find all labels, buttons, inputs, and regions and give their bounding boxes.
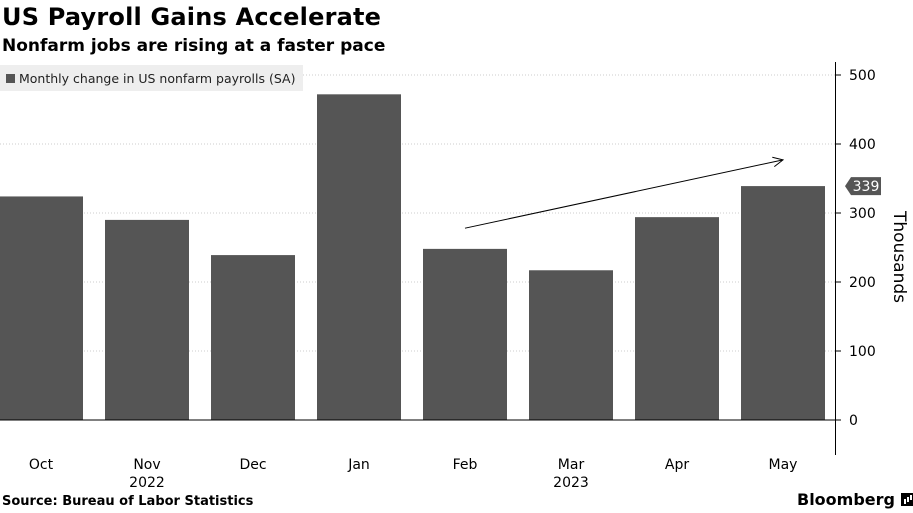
legend-swatch bbox=[6, 73, 15, 83]
x-tick-label: Feb bbox=[453, 457, 478, 473]
bar-mar bbox=[529, 270, 613, 420]
x-tick-label: May bbox=[769, 457, 798, 473]
x-tick-label: Nov bbox=[133, 457, 160, 473]
y-tick-label: 200 bbox=[849, 275, 876, 291]
source-note: Source: Bureau of Labor Statistics bbox=[2, 494, 254, 509]
x-tick-label: Dec bbox=[239, 457, 266, 473]
x-tick-label: Apr bbox=[665, 457, 689, 473]
x-tick-label: Oct bbox=[29, 457, 54, 473]
value-callout bbox=[845, 177, 881, 196]
bar-dec bbox=[211, 255, 295, 420]
y-tick-label: 500 bbox=[849, 68, 876, 84]
brand-name: Bloomberg bbox=[797, 490, 895, 509]
x-tick-label: Mar bbox=[558, 457, 585, 473]
bar-feb bbox=[423, 248, 507, 420]
chart-title: US Payroll Gains Accelerate bbox=[2, 3, 382, 31]
value-callout-label: 339 bbox=[853, 179, 880, 195]
legend: Monthly change in US nonfarm payrolls (S… bbox=[0, 65, 304, 91]
bar-nov bbox=[105, 219, 189, 420]
chart-subtitle: Nonfarm jobs are rising at a faster pace bbox=[2, 36, 386, 56]
trend-arrow-head bbox=[772, 156, 785, 168]
bar-oct bbox=[0, 196, 83, 420]
y-axis-title: Thousands bbox=[889, 210, 909, 303]
bar-may bbox=[741, 186, 825, 420]
bar-apr bbox=[635, 217, 719, 420]
legend-label: Monthly change in US nonfarm payrolls (S… bbox=[19, 70, 296, 86]
x-year-label: 2022 bbox=[129, 475, 165, 491]
x-year-label: 2023 bbox=[553, 475, 589, 491]
y-tick-label: 400 bbox=[849, 137, 876, 153]
y-tick-label: 300 bbox=[849, 206, 876, 222]
y-tick-label: 0 bbox=[849, 413, 858, 429]
brand-logo: Bloomberg bbox=[797, 490, 913, 509]
trend-arrow-line bbox=[464, 159, 784, 229]
y-tick-label: 100 bbox=[849, 344, 876, 360]
bar-jan bbox=[317, 94, 401, 420]
x-tick-label: Jan bbox=[347, 457, 370, 473]
bloomberg-chart-icon bbox=[900, 493, 913, 506]
